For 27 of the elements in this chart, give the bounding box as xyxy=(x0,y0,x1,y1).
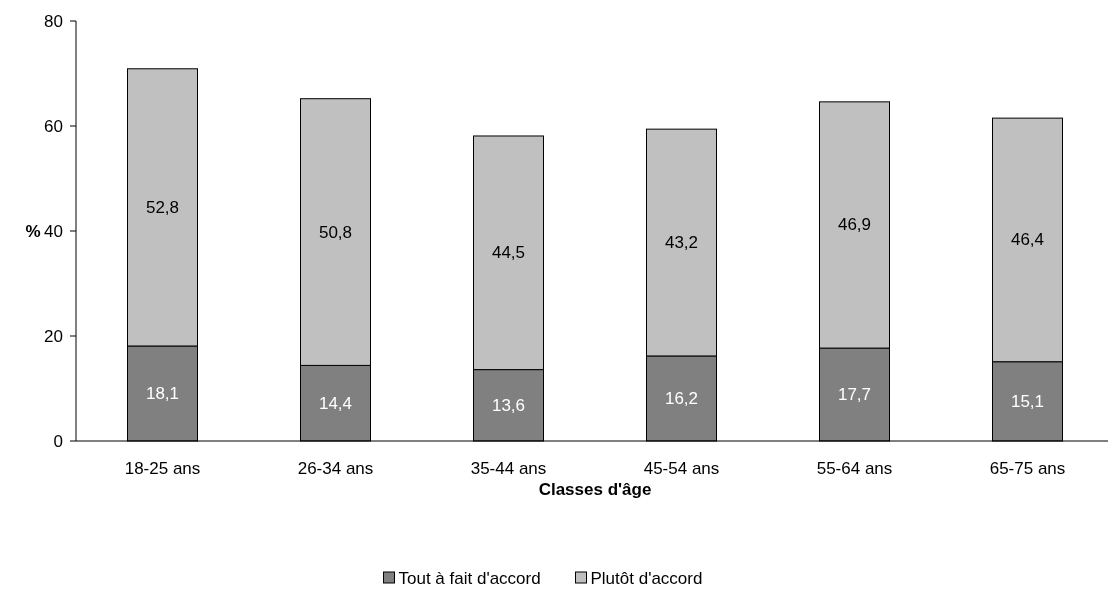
legend-label: Tout à fait d'accord xyxy=(398,568,541,588)
y-tick-label: 60 xyxy=(44,116,63,136)
x-tick-label: 18-25 ans xyxy=(124,458,201,478)
data-label: 46,4 xyxy=(1010,230,1045,250)
data-label: 15,1 xyxy=(1010,391,1045,411)
data-label: 13,6 xyxy=(491,395,526,415)
x-tick-label: 26-34 ans xyxy=(297,458,374,478)
x-tick-label: 65-75 ans xyxy=(989,458,1066,478)
data-label: 18,1 xyxy=(145,383,180,403)
y-tick-label: 40 xyxy=(44,221,63,241)
x-axis-title: Classes d'âge xyxy=(538,479,652,499)
data-label: 16,2 xyxy=(664,388,699,408)
legend-label: Plutôt d'accord xyxy=(590,568,703,588)
data-label: 52,8 xyxy=(145,197,180,217)
y-tick-label: 80 xyxy=(44,11,63,31)
data-label: 43,2 xyxy=(664,233,699,253)
x-tick-label: 55-64 ans xyxy=(816,458,893,478)
y-axis-title: % xyxy=(25,221,41,241)
y-tick-label: 0 xyxy=(53,431,63,451)
x-tick-label: 45-54 ans xyxy=(643,458,720,478)
data-label: 44,5 xyxy=(491,243,526,263)
data-label: 50,8 xyxy=(318,222,353,242)
data-label: 46,9 xyxy=(837,215,872,235)
data-label: 14,4 xyxy=(318,393,353,413)
data-label: 17,7 xyxy=(837,385,872,405)
x-tick-label: 35-44 ans xyxy=(470,458,547,478)
y-tick-label: 20 xyxy=(44,326,63,346)
